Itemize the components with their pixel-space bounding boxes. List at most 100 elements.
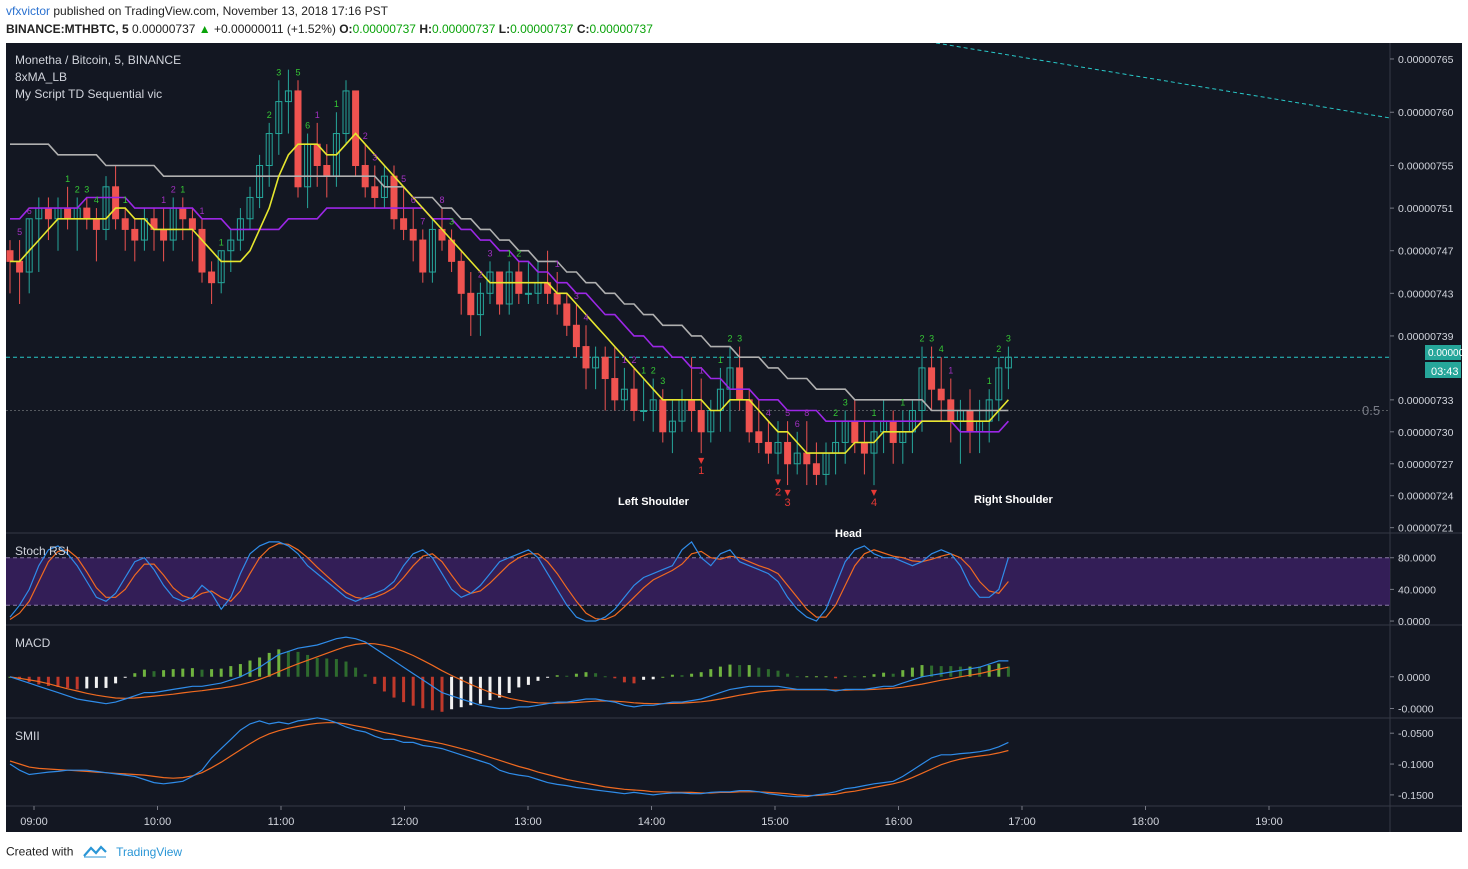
- stoch-k-line: [9, 540, 1009, 622]
- macd-histogram-bar: [46, 676, 50, 686]
- candle-body: [294, 90, 302, 188]
- symbol-name: BINANCE:MTHBTC, 5: [6, 22, 129, 36]
- macd-histogram-bar: [901, 670, 905, 677]
- macd-histogram-bar: [824, 676, 828, 678]
- macd-histogram-bar: [613, 676, 617, 679]
- td-count-label: 3: [372, 153, 377, 163]
- candle-body: [928, 367, 936, 390]
- author-link[interactable]: vfxvictor: [6, 4, 51, 18]
- td-signal-label: 2: [775, 486, 781, 498]
- td-signal-label: 4: [871, 497, 877, 509]
- macd-histogram-bar: [478, 676, 482, 704]
- candle-body: [688, 399, 696, 412]
- candle-body: [476, 292, 484, 316]
- td-signal-label: 1: [698, 465, 704, 477]
- y-tick-label: -0.0500: [1398, 728, 1434, 740]
- y-tick-label: 0.00000739: [1398, 331, 1454, 343]
- close-value: 0.00000737: [589, 22, 653, 36]
- publish-info: published on TradingView.com, November 1…: [53, 4, 389, 18]
- td-count-label: 1: [161, 195, 166, 205]
- x-tick-label: 13:00: [514, 816, 542, 828]
- created-with-text: Created with: [6, 844, 74, 859]
- td-count-label: 1: [507, 248, 512, 258]
- macd-histogram-bar: [363, 674, 367, 677]
- candle-body: [467, 292, 475, 316]
- macd-histogram-bar: [66, 676, 70, 688]
- macd-histogram-bar: [334, 658, 338, 677]
- td-count-label: 1: [718, 355, 723, 365]
- td-count-label: 7: [420, 216, 425, 226]
- open-value: 0.00000737: [352, 22, 416, 36]
- candle-body: [755, 431, 763, 443]
- y-tick-label: 0.00000743: [1398, 288, 1454, 300]
- td-count-label: 1: [555, 259, 560, 269]
- macd-histogram-bar: [306, 654, 310, 677]
- chart-title: Monetha / Bitcoin, 5, BINANCE: [15, 53, 181, 67]
- macd-histogram-bar: [594, 673, 598, 677]
- td-count-label: 5: [401, 174, 406, 184]
- x-tick-label: 12:00: [391, 816, 419, 828]
- td-signal-label: 3: [785, 497, 791, 509]
- td-count-label: 3: [487, 248, 492, 258]
- ma-mid-line: [10, 196, 1009, 433]
- countdown-box: [1425, 362, 1461, 378]
- td-count-label: 2: [727, 334, 732, 344]
- x-tick-label: 09:00: [20, 816, 48, 828]
- macd-histogram-bar: [853, 676, 857, 678]
- macd-histogram-bar: [526, 676, 530, 685]
- macd-histogram-bar: [373, 676, 377, 684]
- close-label: C:: [576, 22, 590, 36]
- y-tick-label: 0.0000: [1398, 672, 1430, 684]
- candle-body: [611, 378, 619, 401]
- macd-histogram-bar: [718, 666, 722, 677]
- price-axes: 0.00000765 0.00000760 0.00000755 0.00000751…: [1390, 54, 1454, 802]
- x-tick-label: 17:00: [1008, 816, 1036, 828]
- macd-histogram-bar: [142, 669, 146, 677]
- macd-histogram-bar: [786, 673, 790, 677]
- y-tick-label: 0.00000721: [1398, 523, 1454, 535]
- y-tick-label: -0.0000: [1398, 703, 1434, 715]
- publish-header: vfxvictor published on TradingView.com, …: [0, 0, 1468, 42]
- td-count-label: 2: [516, 248, 521, 258]
- candle-body: [371, 186, 379, 198]
- last-price-tag: 0.00000737 03:43: [1425, 345, 1462, 378]
- td-count-label: 1: [871, 408, 876, 418]
- td-count-label: 6: [27, 206, 32, 216]
- td-count-label: 3: [737, 334, 742, 344]
- candle-body: [208, 271, 216, 284]
- x-tick-label: 14:00: [638, 816, 666, 828]
- candle-body: [630, 388, 638, 411]
- y-tick-label: 0.00000730: [1398, 427, 1454, 439]
- candle-body: [400, 218, 408, 230]
- candle-body: [102, 186, 110, 230]
- td-count-label: 1: [65, 174, 70, 184]
- macd-histogram-bar: [114, 676, 118, 684]
- x-tick-label: 11:00: [268, 816, 295, 828]
- td-count-label: 3: [1006, 334, 1011, 344]
- smii-line: [9, 717, 1009, 798]
- y-tick-label: 0.00000724: [1398, 491, 1454, 503]
- macd-histogram-bar: [133, 673, 137, 677]
- macd-histogram-bar: [968, 666, 972, 677]
- macd-histogram-bar: [795, 676, 799, 678]
- macd-histogram-bar: [997, 663, 1001, 677]
- macd-histogram-bar: [738, 665, 742, 677]
- y-tick-label: 80.0000: [1398, 553, 1436, 565]
- up-arrow-icon: ▲: [198, 22, 211, 36]
- macd-histogram-bar: [862, 676, 866, 678]
- tradingview-link[interactable]: TradingView: [116, 844, 183, 859]
- candle-body: [937, 388, 945, 401]
- y-tick-label: 40.0000: [1398, 584, 1436, 596]
- candle-body: [668, 420, 676, 433]
- pane-separators: [6, 43, 1462, 832]
- indicator-lines: [8, 132, 1010, 798]
- candle-body: [179, 207, 187, 220]
- macd-histogram-bar: [325, 658, 329, 677]
- td-count-label: 1: [948, 366, 953, 376]
- td-count-label: 3: [660, 376, 665, 386]
- td-count-label: 8: [804, 408, 809, 418]
- last-price-tag-text: 0.00000737: [1428, 348, 1462, 359]
- macd-histogram-bar: [603, 676, 607, 678]
